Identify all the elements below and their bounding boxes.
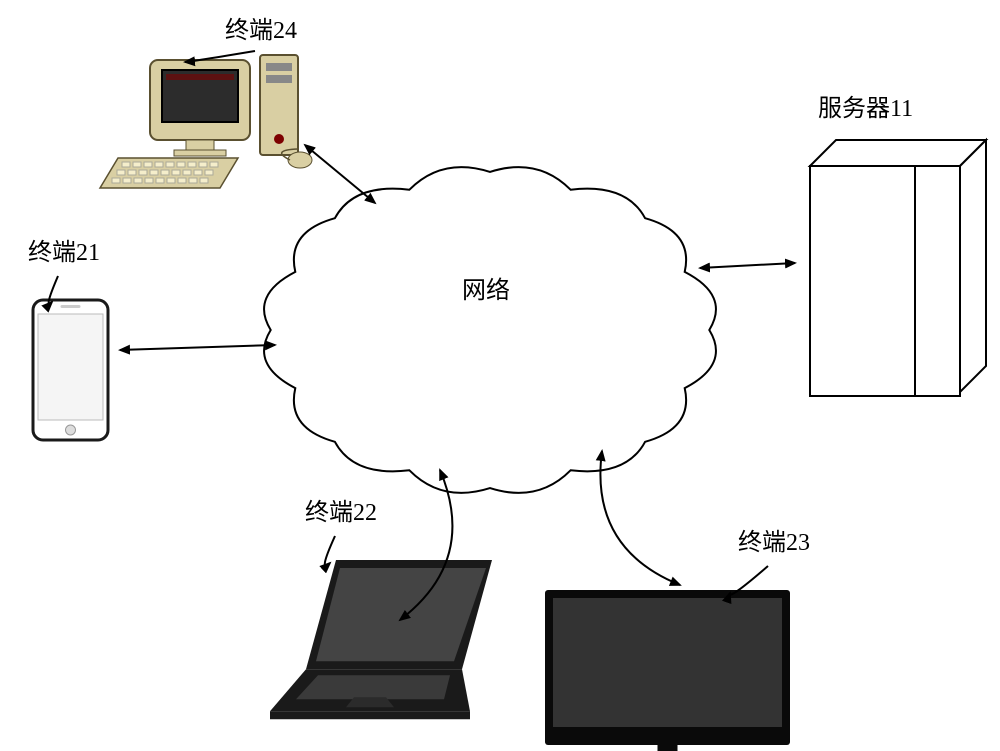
laptop-icon (270, 560, 492, 719)
network-cloud-label: 网络 (462, 270, 510, 305)
terminal-21-label: 终端21 (28, 232, 100, 267)
connection-arrow (400, 470, 452, 620)
connection-arrow (700, 263, 795, 268)
desktop-pc-icon (100, 55, 312, 188)
terminal-22-label: 终端22 (305, 492, 377, 527)
server-label: 服务器11 (818, 88, 913, 123)
network-cloud-icon (264, 167, 716, 493)
smartphone-icon (33, 300, 108, 440)
connection-arrow (120, 345, 275, 350)
connection-arrow (600, 451, 680, 585)
connection-arrow (305, 145, 375, 203)
label-pointer (185, 51, 255, 62)
server-icon (810, 166, 960, 396)
tv-monitor-icon (545, 590, 790, 751)
label-pointer (730, 566, 768, 595)
label-pointer (49, 276, 58, 304)
terminal-24-label: 终端24 (225, 10, 297, 45)
label-pointer (325, 536, 335, 566)
terminal-23-label: 终端23 (738, 522, 810, 557)
diagram-stage: 网络 服务器11 终端21 终端22 终端23 终端24 (0, 0, 1000, 751)
